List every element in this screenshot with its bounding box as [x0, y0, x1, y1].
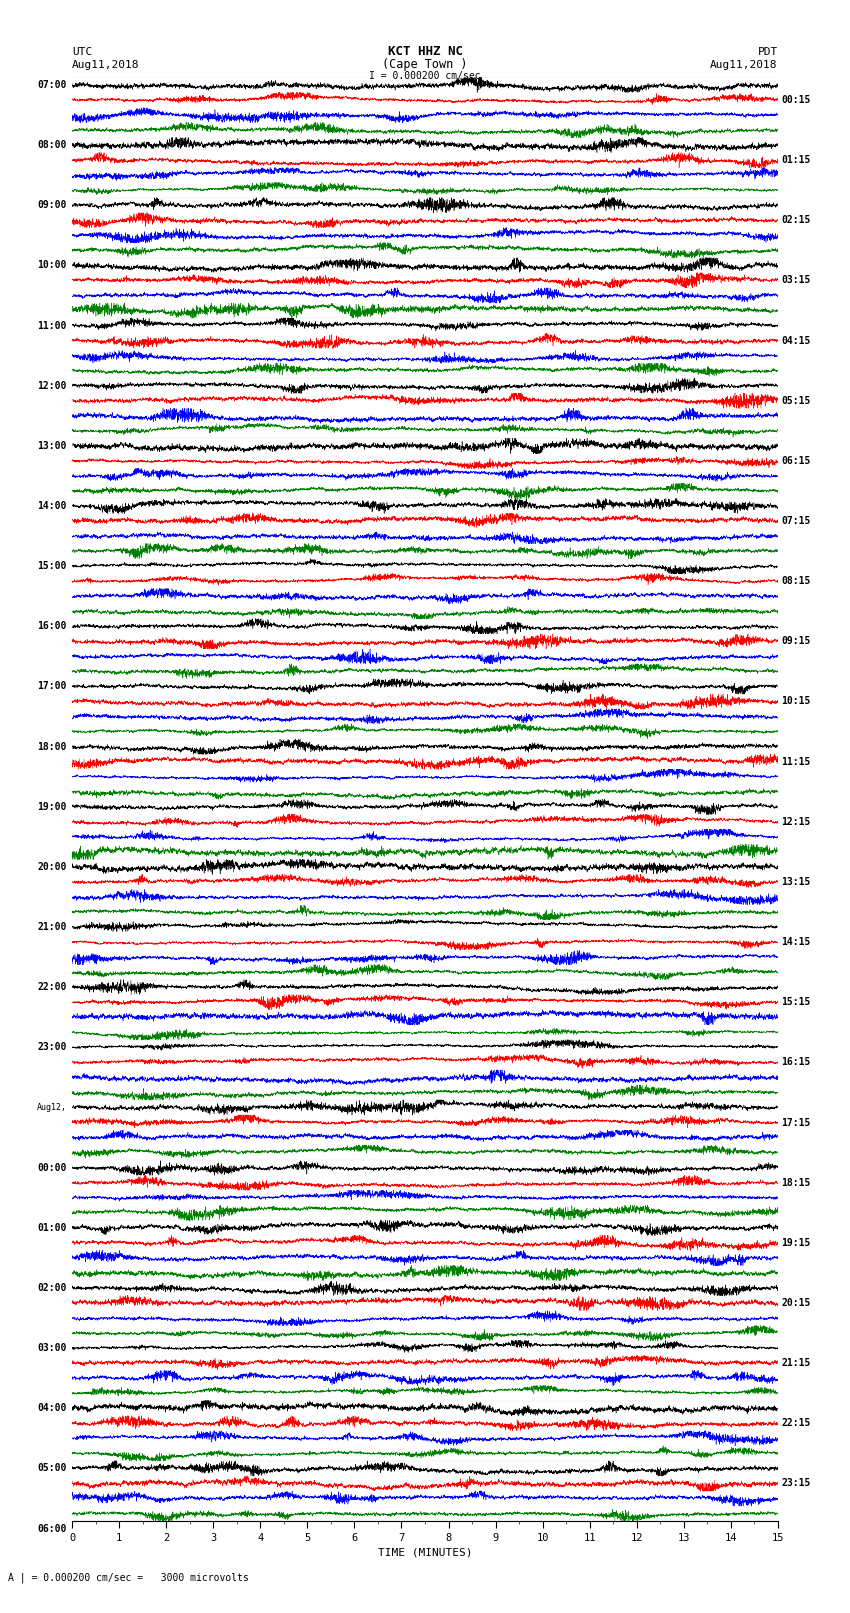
Text: 11:15: 11:15 — [781, 756, 811, 766]
Text: 09:15: 09:15 — [781, 637, 811, 647]
Text: 06:00: 06:00 — [37, 1524, 66, 1534]
Text: KCT HHZ NC: KCT HHZ NC — [388, 45, 462, 58]
Text: 16:00: 16:00 — [37, 621, 66, 631]
Text: 00:15: 00:15 — [781, 95, 811, 105]
Text: 18:00: 18:00 — [37, 742, 66, 752]
Text: 04:15: 04:15 — [781, 336, 811, 345]
Text: 07:00: 07:00 — [37, 81, 66, 90]
Text: PDT: PDT — [757, 47, 778, 56]
Text: 08:00: 08:00 — [37, 140, 66, 150]
Text: 17:00: 17:00 — [37, 681, 66, 692]
Text: 07:15: 07:15 — [781, 516, 811, 526]
Text: Aug12,: Aug12, — [37, 1103, 66, 1111]
Text: 05:00: 05:00 — [37, 1463, 66, 1473]
Text: 09:00: 09:00 — [37, 200, 66, 210]
Text: 22:00: 22:00 — [37, 982, 66, 992]
Text: 18:15: 18:15 — [781, 1177, 811, 1187]
Text: 10:00: 10:00 — [37, 260, 66, 271]
Text: 16:15: 16:15 — [781, 1058, 811, 1068]
Text: 12:15: 12:15 — [781, 816, 811, 827]
Text: 20:15: 20:15 — [781, 1298, 811, 1308]
Text: 13:15: 13:15 — [781, 877, 811, 887]
Text: 01:00: 01:00 — [37, 1223, 66, 1232]
Text: 12:00: 12:00 — [37, 381, 66, 390]
Text: 20:00: 20:00 — [37, 861, 66, 873]
Text: 04:00: 04:00 — [37, 1403, 66, 1413]
Text: 23:15: 23:15 — [781, 1479, 811, 1489]
Text: 08:15: 08:15 — [781, 576, 811, 586]
X-axis label: TIME (MINUTES): TIME (MINUTES) — [377, 1547, 473, 1557]
Text: 11:00: 11:00 — [37, 321, 66, 331]
Text: 05:15: 05:15 — [781, 395, 811, 406]
Text: 14:15: 14:15 — [781, 937, 811, 947]
Text: 01:15: 01:15 — [781, 155, 811, 165]
Text: 15:00: 15:00 — [37, 561, 66, 571]
Text: Aug11,2018: Aug11,2018 — [711, 60, 778, 69]
Text: 06:15: 06:15 — [781, 456, 811, 466]
Text: UTC: UTC — [72, 47, 93, 56]
Text: 19:00: 19:00 — [37, 802, 66, 811]
Text: 21:15: 21:15 — [781, 1358, 811, 1368]
Text: 02:00: 02:00 — [37, 1282, 66, 1294]
Text: 00:00: 00:00 — [37, 1163, 66, 1173]
Text: 03:00: 03:00 — [37, 1344, 66, 1353]
Text: (Cape Town ): (Cape Town ) — [382, 58, 468, 71]
Text: A | = 0.000200 cm/sec =   3000 microvolts: A | = 0.000200 cm/sec = 3000 microvolts — [8, 1573, 249, 1582]
Text: I = 0.000200 cm/sec: I = 0.000200 cm/sec — [369, 71, 481, 81]
Text: 15:15: 15:15 — [781, 997, 811, 1007]
Text: 13:00: 13:00 — [37, 440, 66, 452]
Text: Aug11,2018: Aug11,2018 — [72, 60, 139, 69]
Text: 02:15: 02:15 — [781, 215, 811, 226]
Text: 21:00: 21:00 — [37, 923, 66, 932]
Text: 10:15: 10:15 — [781, 697, 811, 706]
Text: 23:00: 23:00 — [37, 1042, 66, 1052]
Text: 03:15: 03:15 — [781, 276, 811, 286]
Text: 19:15: 19:15 — [781, 1237, 811, 1248]
Text: 22:15: 22:15 — [781, 1418, 811, 1429]
Text: 14:00: 14:00 — [37, 502, 66, 511]
Text: 17:15: 17:15 — [781, 1118, 811, 1127]
